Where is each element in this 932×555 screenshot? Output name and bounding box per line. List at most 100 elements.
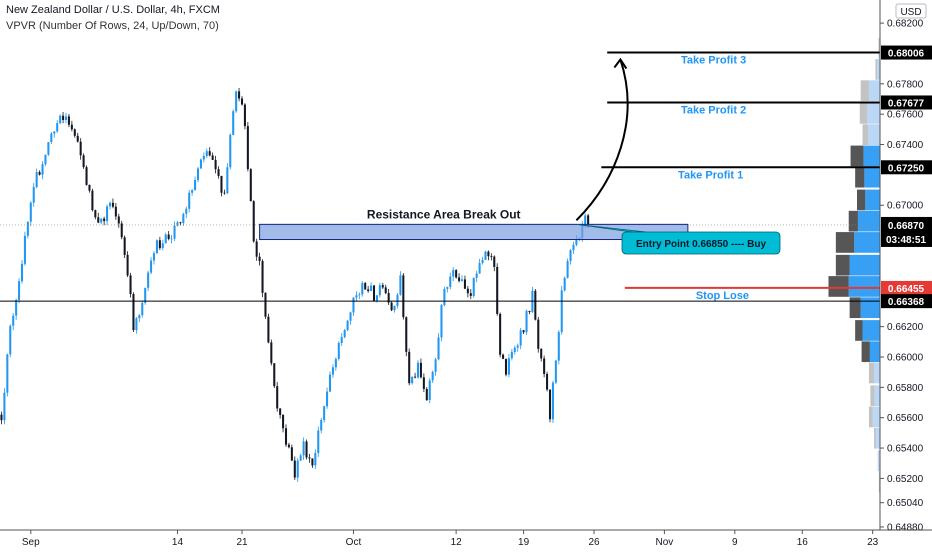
- candle-body: [379, 285, 381, 295]
- volume-profile-row-down: [857, 190, 865, 211]
- candle-body: [402, 275, 404, 317]
- candle-body: [505, 359, 507, 375]
- candle-body: [528, 311, 530, 312]
- volume-profile-row-up: [863, 320, 880, 341]
- candle-body: [332, 367, 334, 374]
- candle-body: [185, 209, 187, 214]
- candle-body: [364, 283, 366, 289]
- candle-body: [88, 185, 90, 191]
- y-tick-label: 0.65400: [887, 444, 924, 455]
- candle-body: [443, 289, 445, 305]
- candle-body: [414, 377, 416, 378]
- take-profit-3-price-label: 0.68006: [888, 49, 925, 60]
- volume-profile-row-up: [863, 146, 880, 167]
- candle-body: [135, 318, 137, 330]
- candle-body: [420, 363, 422, 377]
- candle-body: [100, 219, 102, 223]
- candle-body: [438, 337, 440, 359]
- candle-body: [215, 160, 217, 169]
- support-level-price-label: 0.66368: [888, 297, 925, 308]
- volume-profile-row-up: [849, 276, 880, 297]
- volume-profile-row-up: [873, 407, 880, 428]
- candle-body: [97, 217, 99, 222]
- candle-body: [206, 151, 208, 156]
- candle-body: [514, 348, 516, 352]
- candle-body: [9, 326, 11, 355]
- candle-body: [65, 116, 67, 120]
- countdown-label: 03:48:51: [886, 235, 926, 246]
- candle-body: [385, 287, 387, 293]
- candle-body: [94, 210, 96, 217]
- candle-body: [270, 342, 272, 363]
- y-tick-label: 0.65200: [887, 474, 924, 485]
- volume-profile-row-down: [855, 320, 862, 341]
- candle-body: [179, 222, 181, 223]
- candle-body: [396, 295, 398, 306]
- projection-arrow-head: [614, 60, 626, 69]
- candle-body: [226, 167, 228, 193]
- candle-body: [376, 295, 378, 301]
- candle-body: [91, 191, 93, 210]
- candle-body: [405, 317, 407, 352]
- candle-body: [499, 314, 501, 355]
- candle-body: [435, 359, 437, 372]
- volume-profile-row-down: [836, 255, 850, 276]
- candle-body: [273, 363, 275, 386]
- candle-body: [30, 203, 32, 222]
- y-tick-label: 0.65600: [887, 413, 924, 424]
- candle-body: [317, 430, 319, 453]
- candle-body: [42, 164, 44, 174]
- y-tick-label: 0.67800: [887, 79, 924, 90]
- candle-body: [399, 275, 401, 294]
- candle-body: [188, 193, 190, 209]
- stop-loss-price-label: 0.66455: [888, 284, 925, 295]
- take-profit-3-label: Take Profit 3: [681, 55, 746, 67]
- candle-body: [132, 294, 134, 330]
- candle-body: [247, 126, 249, 169]
- candle-body: [411, 377, 413, 384]
- volume-profile-row-down: [879, 472, 880, 493]
- candle-body: [520, 330, 522, 345]
- candle-body: [56, 123, 58, 131]
- volume-profile-row-down: [850, 297, 861, 318]
- candle-body: [294, 461, 296, 478]
- volume-profile-row-down: [863, 124, 869, 145]
- candle-body: [194, 180, 196, 190]
- candle-body: [458, 277, 460, 280]
- chart-title: New Zealand Dollar / U.S. Dollar, 4h, FX…: [6, 4, 220, 16]
- y-tick-label: 0.66200: [887, 322, 924, 333]
- candle-body: [440, 305, 442, 337]
- candle-body: [329, 375, 331, 392]
- candle-body: [44, 155, 46, 164]
- take-profit-1-label: Take Profit 1: [678, 169, 743, 181]
- candle-body: [229, 135, 231, 167]
- candle-body: [338, 343, 340, 359]
- volume-profile-row-down: [869, 363, 874, 384]
- candle-body: [156, 240, 158, 253]
- volume-profile: [828, 38, 880, 493]
- y-tick-label: 0.67000: [887, 201, 924, 212]
- candle-body: [15, 300, 17, 316]
- candle-body: [115, 207, 117, 217]
- candle-body: [511, 352, 513, 358]
- volume-profile-row-up: [868, 124, 880, 145]
- y-tick-label: 0.64880: [887, 522, 924, 533]
- candle-body: [308, 457, 310, 458]
- candle-body: [162, 243, 164, 248]
- candle-body: [344, 330, 346, 337]
- volume-profile-row-up: [861, 297, 880, 318]
- y-tick-label: 0.65040: [887, 498, 924, 509]
- stop-loss-label: Stop Lose: [696, 290, 749, 302]
- candle-body: [370, 286, 372, 291]
- volume-profile-row-down: [836, 232, 854, 253]
- candle-body: [288, 445, 290, 448]
- candle-body: [517, 346, 519, 348]
- candle-body: [121, 223, 123, 237]
- candle-body: [561, 290, 563, 332]
- candle-body: [141, 303, 143, 315]
- candle-body: [171, 239, 173, 240]
- volume-profile-row-down: [828, 276, 848, 297]
